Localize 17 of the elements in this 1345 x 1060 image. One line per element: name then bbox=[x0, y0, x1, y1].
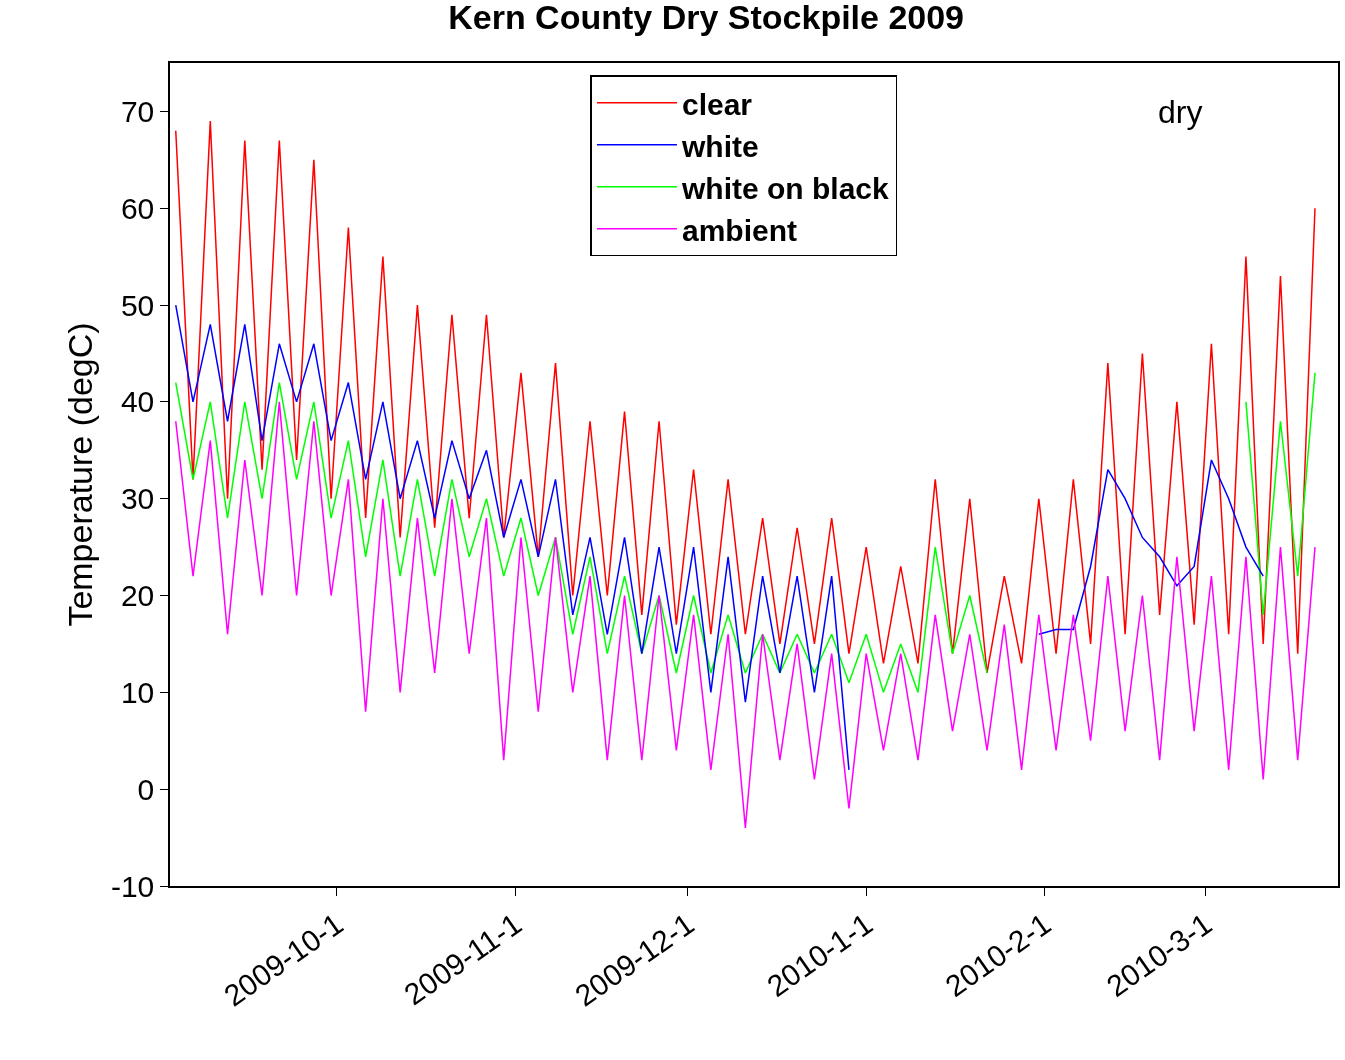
legend-label: clear bbox=[681, 87, 753, 121]
y-tick-label: 60 bbox=[120, 191, 155, 225]
y-tick-label: -10 bbox=[110, 869, 155, 903]
y-tick-label: 70 bbox=[120, 94, 155, 128]
y-axis-title: Temperature (degC) bbox=[60, 322, 99, 627]
chart-title: Kern County Dry Stockpile 2009 bbox=[448, 0, 965, 37]
y-tick-label: 20 bbox=[120, 579, 155, 613]
annotation: dry bbox=[1158, 94, 1203, 130]
line-series bbox=[175, 401, 1316, 829]
legend-label: white on black bbox=[680, 171, 889, 205]
y-tick-label: 30 bbox=[120, 482, 155, 516]
legend-label: ambient bbox=[681, 213, 798, 247]
y-tick-label: 10 bbox=[120, 675, 155, 709]
y-tick-label: 40 bbox=[120, 385, 155, 419]
y-tick-label: 0 bbox=[137, 772, 155, 806]
legend-label: white bbox=[680, 129, 759, 163]
y-tick-label: 50 bbox=[120, 288, 155, 322]
